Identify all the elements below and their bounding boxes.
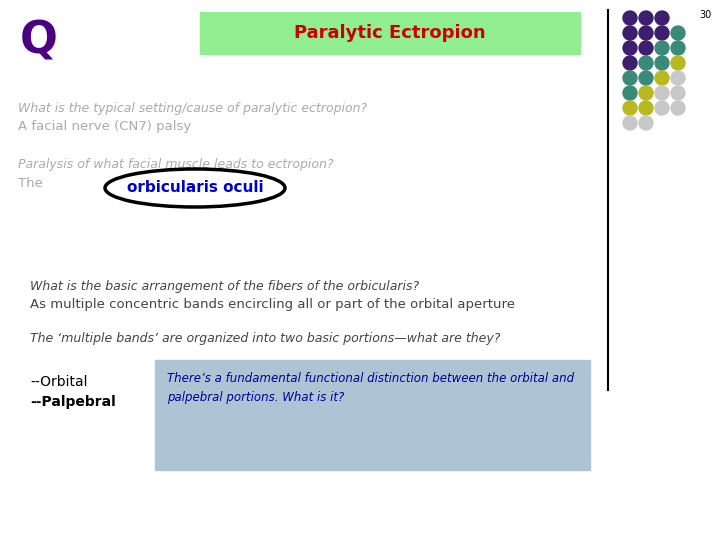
Text: Q: Q <box>20 20 58 63</box>
Text: Paralysis of what facial muscle leads to ectropion?: Paralysis of what facial muscle leads to… <box>18 158 333 171</box>
Circle shape <box>623 26 637 40</box>
Circle shape <box>655 26 669 40</box>
Circle shape <box>655 101 669 115</box>
Circle shape <box>623 101 637 115</box>
Circle shape <box>623 116 637 130</box>
Text: --Orbital: --Orbital <box>30 375 88 389</box>
Text: What is the typical setting/cause of paralytic ectropion?: What is the typical setting/cause of par… <box>18 102 367 115</box>
Text: The: The <box>18 177 43 190</box>
Text: orbicularis oculi: orbicularis oculi <box>127 180 264 195</box>
Circle shape <box>655 56 669 70</box>
Circle shape <box>639 56 653 70</box>
Text: What is the basic arrangement of the fibers of the orbicularis?: What is the basic arrangement of the fib… <box>30 280 419 293</box>
FancyBboxPatch shape <box>155 360 590 470</box>
Circle shape <box>655 11 669 25</box>
Text: Paralytic Ectropion: Paralytic Ectropion <box>294 24 486 42</box>
Circle shape <box>639 116 653 130</box>
Text: There’s a fundamental functional distinction between the orbital and
palpebral p: There’s a fundamental functional distinc… <box>167 372 574 404</box>
Text: As multiple concentric bands encircling all or part of the orbital aperture: As multiple concentric bands encircling … <box>30 298 515 311</box>
Text: The ‘multiple bands’ are organized into two basic portions—what are they?: The ‘multiple bands’ are organized into … <box>30 332 500 345</box>
Circle shape <box>671 41 685 55</box>
Circle shape <box>623 56 637 70</box>
Text: 30: 30 <box>700 10 712 20</box>
Text: --Palpebral: --Palpebral <box>30 395 116 409</box>
Circle shape <box>671 56 685 70</box>
Circle shape <box>639 11 653 25</box>
Circle shape <box>639 26 653 40</box>
Circle shape <box>639 41 653 55</box>
Circle shape <box>623 86 637 100</box>
Circle shape <box>639 86 653 100</box>
Circle shape <box>655 41 669 55</box>
Circle shape <box>655 86 669 100</box>
Circle shape <box>623 11 637 25</box>
FancyBboxPatch shape <box>200 12 580 54</box>
Ellipse shape <box>105 169 285 207</box>
Circle shape <box>671 86 685 100</box>
Circle shape <box>623 71 637 85</box>
Text: A facial nerve (CN7) palsy: A facial nerve (CN7) palsy <box>18 120 192 133</box>
Circle shape <box>639 101 653 115</box>
Circle shape <box>655 71 669 85</box>
Circle shape <box>639 71 653 85</box>
Circle shape <box>671 26 685 40</box>
Circle shape <box>623 41 637 55</box>
Circle shape <box>671 71 685 85</box>
Circle shape <box>671 101 685 115</box>
